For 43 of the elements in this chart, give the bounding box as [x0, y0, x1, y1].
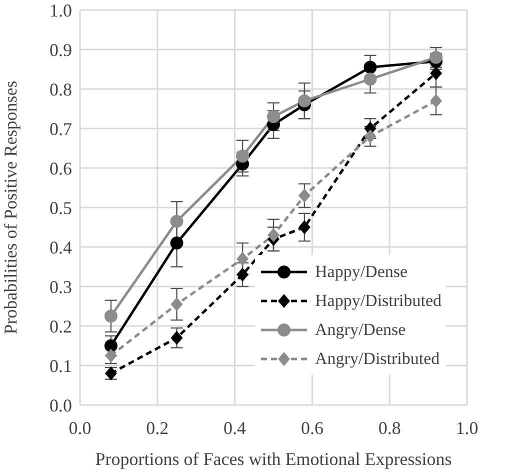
point	[236, 268, 249, 282]
x-axis-title: Proportions of Faces with Emotional Expressions	[95, 449, 452, 469]
y-axis-title: Probabilities of Positive Responses	[0, 80, 20, 334]
x-tick-label: 0.0	[68, 418, 92, 438]
y-tick-label: 0.6	[50, 158, 72, 178]
point	[298, 94, 311, 108]
y-tick-label: 0.1	[50, 356, 72, 376]
y-tick-label: 0.8	[50, 79, 72, 100]
point	[170, 330, 183, 345]
y-tick-label: 0.9	[50, 40, 72, 60]
legend-label: Happy/Distributed	[315, 290, 442, 310]
point	[430, 66, 442, 80]
y-tick-label: 0.2	[50, 316, 72, 336]
point	[236, 150, 250, 163]
point	[170, 236, 184, 250]
point	[430, 94, 442, 108]
legend-label: Angry/Distributed	[315, 348, 440, 368]
x-tick-label: 1.0	[456, 418, 478, 438]
y-tick-label: 0.0	[50, 395, 72, 416]
y-tick-label: 0.7	[50, 118, 72, 139]
legend-label: Happy/Dense	[315, 262, 408, 282]
x-tick-label: 0.4	[224, 418, 246, 438]
x-tick-label: 0.6	[300, 418, 324, 438]
point	[268, 228, 280, 242]
y-tick-label: 0.4	[50, 237, 72, 258]
point	[364, 60, 377, 74]
point	[430, 50, 443, 64]
point	[170, 214, 184, 228]
x-tick-label: 0.8	[378, 418, 401, 438]
x-tick-label: 0.2	[146, 418, 169, 438]
point	[104, 339, 118, 352]
point	[298, 220, 310, 234]
legend-label: Angry/Dense	[315, 320, 406, 340]
point	[364, 72, 377, 86]
point	[298, 188, 310, 203]
point	[364, 129, 376, 144]
point	[236, 252, 249, 266]
point	[104, 310, 118, 323]
y-tick-label: 1.0	[50, 0, 72, 20]
point	[267, 110, 280, 124]
y-tick-label: 0.5	[50, 198, 72, 218]
point	[170, 297, 183, 312]
y-tick-label: 0.3	[50, 276, 72, 297]
